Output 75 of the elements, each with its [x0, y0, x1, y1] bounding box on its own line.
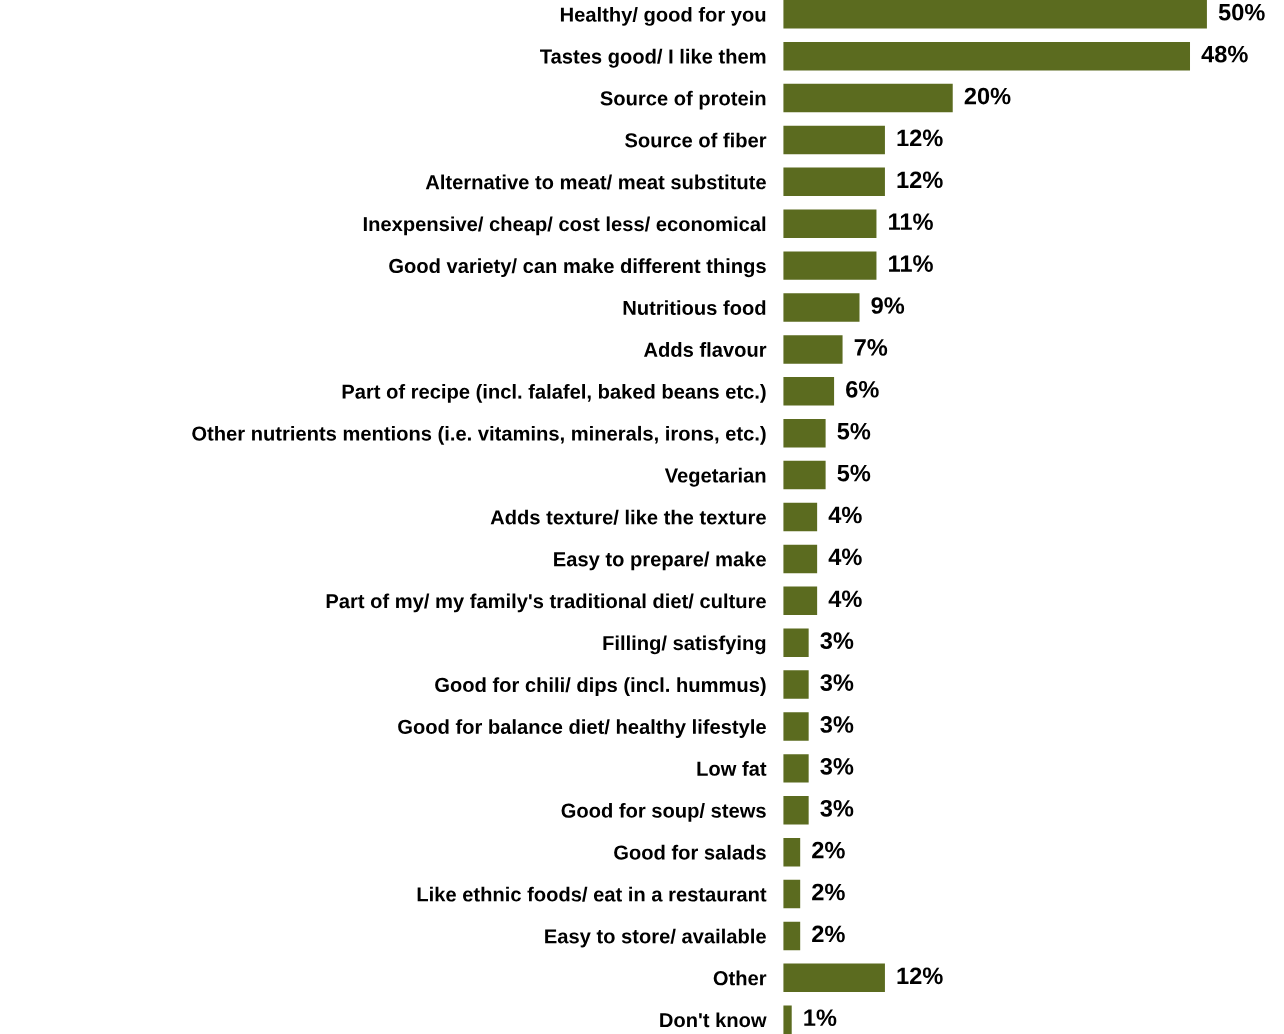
y-tick-label: Other: [713, 970, 767, 986]
bar: [783, 502, 818, 532]
data-label: 48%: [1201, 45, 1248, 63]
data-label: 11%: [889, 213, 933, 231]
bar: [783, 754, 809, 783]
data-label: 12%: [897, 967, 943, 985]
data-label: 4%: [828, 548, 862, 566]
data-label: 12%: [897, 129, 943, 147]
data-label: 5%: [837, 422, 871, 440]
data-label: 12%: [897, 171, 943, 189]
y-tick-label: Nutritious food: [623, 300, 766, 316]
data-label: 3%: [820, 799, 854, 817]
data-label: 50%: [1218, 3, 1265, 21]
bar: [783, 418, 826, 448]
data-label: 3%: [820, 632, 854, 650]
bar: [783, 377, 835, 406]
bar: [783, 83, 953, 113]
bar: [783, 712, 809, 741]
data-label: 2%: [812, 841, 845, 859]
y-tick-label: Part of recipe (incl. falafel, baked beans etc.): [342, 384, 766, 403]
bar: [783, 167, 885, 197]
bar: [783, 670, 809, 699]
data-label: 3%: [820, 674, 854, 691]
bar: [783, 586, 818, 616]
bar: [783, 879, 801, 909]
bar: [783, 963, 885, 993]
data-label: 3%: [820, 758, 854, 775]
data-label: 2%: [812, 925, 845, 943]
bar: [783, 921, 801, 951]
data-label: 5%: [837, 464, 871, 482]
y-tick-label: Easy to store/ available: [545, 928, 766, 948]
bar: [783, 628, 809, 657]
y-tick-label: Don't know: [660, 1012, 767, 1028]
y-tick-label: Good for salads: [614, 844, 766, 860]
bar: [783, 209, 877, 238]
data-label: 3%: [820, 716, 854, 733]
y-tick-label: Like ethnic foods/ eat in a restaurant: [417, 886, 767, 902]
bar: [783, 460, 826, 490]
y-tick-label: Source of fiber: [625, 132, 767, 148]
y-tick-label: Good for balance diet/ healthy lifestyle: [398, 719, 766, 738]
data-label: 4%: [828, 506, 862, 524]
data-label: 4%: [828, 590, 862, 608]
data-label: 7%: [854, 339, 888, 356]
bar: [783, 1005, 792, 1034]
bar: [783, 796, 809, 825]
y-tick-label: Adds texture/ like the texture: [490, 509, 766, 525]
data-label: 6%: [846, 380, 879, 398]
y-tick-label: Good variety/ can make different things: [389, 258, 766, 278]
bar: [783, 544, 818, 574]
y-tick-label: Alternative to meat/ meat substitute: [425, 174, 766, 190]
bar: [783, 335, 843, 364]
data-label: 2%: [812, 883, 845, 901]
y-tick-label: Good for chili/ dips (incl. hummus): [435, 677, 766, 697]
bar: [783, 251, 877, 280]
bar: [783, 41, 1191, 71]
y-tick-label: Tastes good/ I like them: [540, 48, 766, 68]
data-label: 1%: [804, 1009, 837, 1027]
y-tick-label: Inexpensive/ cheap/ cost less/ economical: [363, 216, 766, 236]
bar: [783, 293, 860, 322]
bar: [783, 0, 1207, 29]
y-tick-label: Part of my/ my family's traditional diet/ culture: [326, 593, 766, 613]
y-tick-label: Vegetarian: [664, 467, 766, 487]
data-label: 11%: [889, 255, 933, 272]
y-tick-label: Low fat: [697, 761, 767, 776]
y-tick-label: Adds flavour: [644, 342, 767, 357]
bar: [783, 125, 885, 155]
y-tick-label: Filling/ satisfying: [603, 635, 766, 655]
y-tick-label: Other nutrients mentions (i.e. vitamins, minerals, irons, etc.): [192, 425, 766, 445]
data-label: 20%: [964, 87, 1011, 105]
y-tick-label: Healthy/ good for you: [560, 6, 766, 26]
y-tick-label: Source of protein: [600, 90, 766, 110]
bar: [783, 837, 801, 867]
y-tick-label: Easy to prepare/ make: [554, 551, 766, 571]
y-tick-label: Good for soup/ stews: [561, 802, 766, 822]
data-label: 9%: [871, 297, 905, 314]
